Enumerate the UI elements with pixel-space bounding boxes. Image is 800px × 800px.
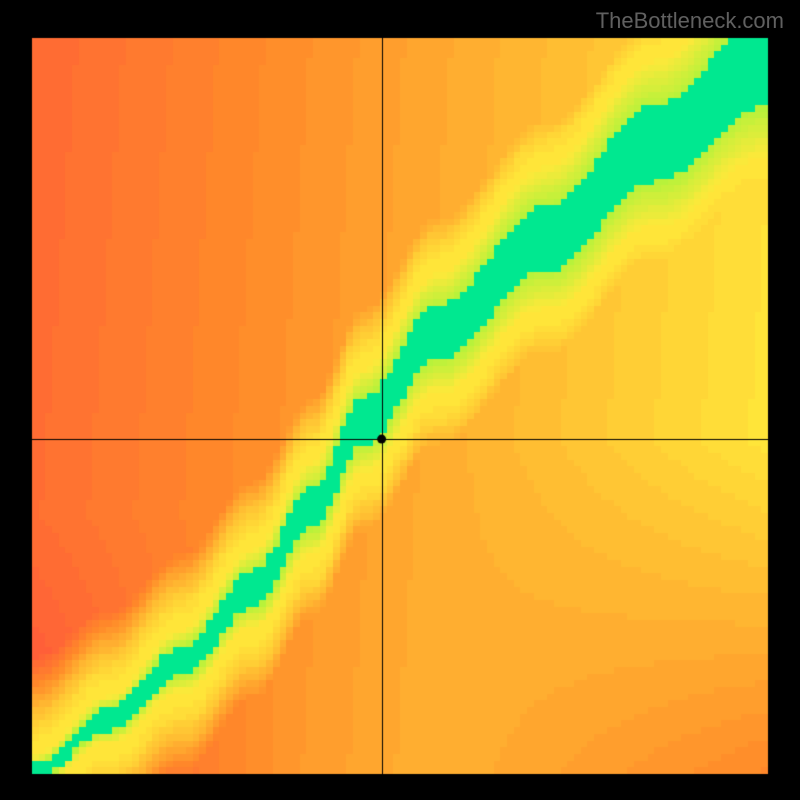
chart-container: TheBottleneck.com: [0, 0, 800, 800]
heatmap-canvas: [0, 0, 800, 800]
watermark-text: TheBottleneck.com: [596, 8, 784, 34]
